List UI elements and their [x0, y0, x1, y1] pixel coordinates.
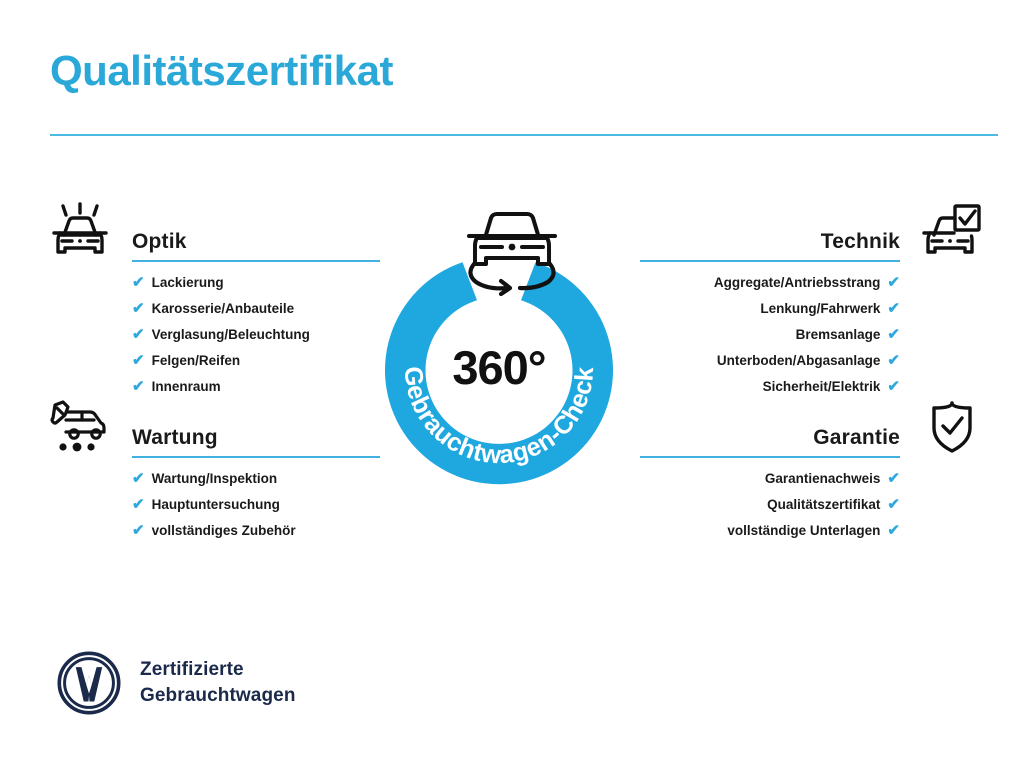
check-icon: ✔ — [887, 326, 900, 343]
check-icon: ✔ — [887, 496, 900, 513]
section-underline — [640, 456, 900, 458]
page-title: Qualitätszertifikat — [50, 47, 393, 94]
car-rotate-360-icon — [452, 198, 572, 300]
list-item-label: Wartung/Inspektion — [151, 470, 278, 486]
checklist-wartung: ✔ Wartung/Inspektion ✔ Hauptuntersuchung… — [40, 458, 380, 549]
section-header-optik: Optik — [40, 200, 380, 262]
section-title: Optik — [132, 230, 187, 253]
section-title-wrap-garantie: Garantie — [640, 427, 900, 458]
list-item-label: vollständiges Zubehör — [151, 522, 296, 538]
checklist-garantie: Garantienachweis ✔ Qualitätszertifikat ✔… — [640, 458, 992, 549]
list-item: ✔ vollständiges Zubehör — [132, 523, 380, 549]
section-underline — [640, 260, 900, 262]
section-title: Wartung — [132, 426, 218, 449]
section-header-garantie: Garantie — [640, 396, 992, 458]
list-item-label: vollständige Unterlagen — [727, 522, 881, 538]
list-item: Bremsanlage ✔ — [640, 327, 900, 353]
list-item: ✔ Karosserie/Anbauteile — [132, 301, 380, 327]
section-title: Garantie — [813, 426, 900, 449]
section-title-wrap-optik: Optik — [132, 231, 380, 262]
check-icon: ✔ — [132, 352, 145, 369]
list-item-label: Lackierung — [151, 274, 224, 290]
checklist-technik: Aggregate/Antriebsstrang ✔ Lenkung/Fahrw… — [640, 262, 992, 405]
volkswagen-logo — [57, 651, 121, 715]
footer-logo-line2: Gebrauchtwagen — [140, 685, 296, 706]
list-item: Lenkung/Fahrwerk ✔ — [640, 301, 900, 327]
check-icon: ✔ — [887, 470, 900, 487]
check-icon: ✔ — [132, 300, 145, 317]
list-item-label: Lenkung/Fahrwerk — [760, 300, 881, 316]
section-garantie: Garantie Garantienachweis ✔ Qualitätszer… — [640, 396, 992, 549]
list-item: Aggregate/Antriebsstrang ✔ — [640, 275, 900, 301]
list-item: ✔ Hauptuntersuchung — [132, 497, 380, 523]
list-item: ✔ Verglasung/Beleuchtung — [132, 327, 380, 353]
list-item-label: Verglasung/Beleuchtung — [151, 326, 310, 342]
section-wartung: Wartung ✔ Wartung/Inspektion ✔ Hauptunte… — [40, 396, 380, 549]
list-item: Qualitätszertifikat ✔ — [640, 497, 900, 523]
check-icon: ✔ — [132, 378, 145, 395]
car-checkbox-icon — [912, 200, 992, 262]
footer-logo: Zertifizierte Gebrauchtwagen — [56, 650, 296, 716]
list-item: vollständige Unterlagen ✔ — [640, 523, 900, 549]
section-header-technik: Technik — [640, 200, 992, 262]
badge-360-gebrauchtwagen-check: Gebrauchtwagen-Check 360° — [378, 248, 620, 490]
list-item: ✔ Wartung/Inspektion — [132, 471, 380, 497]
checklist-optik: ✔ Lackierung ✔ Karosserie/Anbauteile ✔ V… — [40, 262, 380, 405]
badge-arc: Gebrauchtwagen-Check — [385, 262, 613, 485]
car-shine-icon — [40, 200, 120, 262]
section-title: Technik — [820, 230, 900, 253]
check-icon: ✔ — [887, 274, 900, 291]
check-icon: ✔ — [132, 326, 145, 343]
list-item: ✔ Felgen/Reifen — [132, 353, 380, 379]
section-title-wrap-wartung: Wartung — [132, 427, 380, 458]
list-item: Unterboden/Abgasanlage ✔ — [640, 353, 900, 379]
list-item-label: Qualitätszertifikat — [767, 496, 881, 512]
list-item-label: Aggregate/Antriebsstrang — [713, 274, 881, 290]
check-icon: ✔ — [887, 352, 900, 369]
check-icon: ✔ — [887, 300, 900, 317]
section-underline — [132, 456, 380, 458]
car-service-tool-icon — [40, 396, 120, 458]
list-item-label: Felgen/Reifen — [151, 352, 241, 368]
section-header-wartung: Wartung — [40, 396, 380, 458]
list-item-label: Karosserie/Anbauteile — [151, 300, 295, 316]
list-item-label: Bremsanlage — [795, 326, 881, 342]
check-icon: ✔ — [132, 522, 145, 539]
check-icon: ✔ — [887, 522, 900, 539]
section-title-wrap-technik: Technik — [640, 231, 900, 262]
list-item-label: Unterboden/Abgasanlage — [716, 352, 881, 368]
check-icon: ✔ — [887, 378, 900, 395]
list-item-label: Garantienachweis — [764, 470, 881, 486]
list-item: ✔ Lackierung — [132, 275, 380, 301]
list-item: ✔ Innenraum — [132, 379, 380, 405]
section-underline — [132, 260, 380, 262]
list-item-label: Innenraum — [151, 378, 221, 394]
list-item: Sicherheit/Elektrik ✔ — [640, 379, 900, 405]
footer-logo-line1: Zertifizierte — [140, 659, 244, 681]
list-item-label: Hauptuntersuchung — [151, 496, 280, 512]
check-icon: ✔ — [132, 274, 145, 291]
footer-logo-text: Zertifizierte Gebrauchtwagen — [140, 657, 296, 708]
badge-degrees: 360° — [452, 341, 546, 394]
title-divider — [50, 134, 998, 136]
shield-check-icon — [912, 396, 992, 458]
list-item: Garantienachweis ✔ — [640, 471, 900, 497]
section-technik: Technik Aggregate/Antriebsstrang ✔ Lenku… — [640, 200, 992, 405]
check-icon: ✔ — [132, 496, 145, 513]
section-optik: Optik ✔ Lackierung ✔ Karosserie/Anbautei… — [40, 200, 380, 405]
check-icon: ✔ — [132, 470, 145, 487]
list-item-label: Sicherheit/Elektrik — [762, 378, 881, 394]
